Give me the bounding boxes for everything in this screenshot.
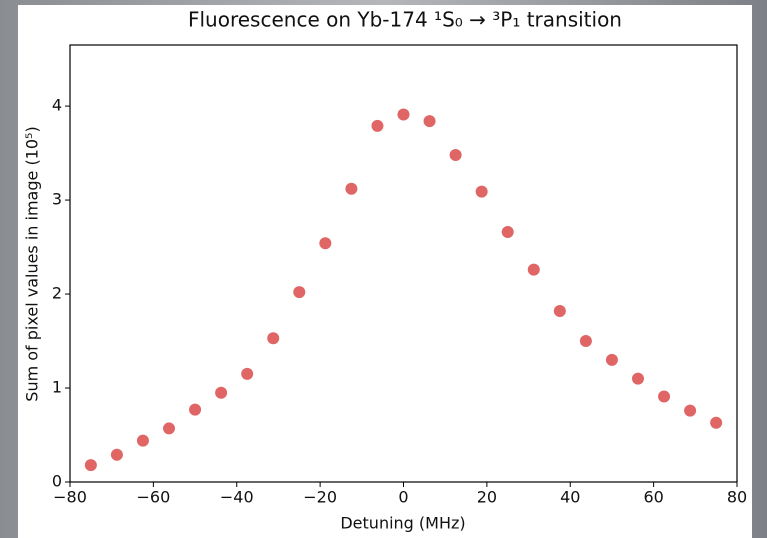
- data-point: [189, 403, 202, 416]
- data-point: [241, 367, 254, 380]
- data-point: [605, 353, 618, 366]
- y-tick-label: 1: [52, 378, 62, 397]
- data-point: [371, 119, 384, 132]
- data-point: [319, 237, 332, 250]
- y-tick-label: 4: [52, 96, 62, 115]
- data-point: [475, 185, 488, 198]
- x-tick-label: −80: [53, 488, 87, 507]
- data-point: [215, 386, 228, 399]
- chart-title: Fluorescence on Yb-174 ¹S₀ → ³P₁ transit…: [188, 8, 622, 32]
- y-tick-label: 0: [52, 472, 62, 491]
- data-point: [293, 286, 306, 299]
- data-point: [136, 434, 149, 447]
- data-point: [397, 108, 410, 121]
- y-tick-label: 3: [52, 190, 62, 209]
- data-point: [449, 148, 462, 161]
- x-axis-label: Detuning (MHz): [340, 514, 465, 533]
- data-point: [553, 304, 566, 317]
- data-point: [710, 416, 723, 429]
- data-point: [631, 372, 644, 385]
- data-point: [684, 404, 697, 417]
- data-point: [579, 335, 592, 348]
- data-point: [345, 182, 358, 195]
- data-point: [163, 422, 176, 435]
- data-point: [110, 448, 123, 461]
- data-point: [658, 390, 671, 403]
- y-tick-label: 2: [52, 284, 62, 303]
- data-point: [84, 459, 97, 472]
- x-tick-label: 40: [560, 488, 580, 507]
- data-point: [501, 226, 514, 239]
- y-axis-label: Sum of pixel values in image (10⁵): [23, 126, 42, 401]
- x-tick-label: 60: [643, 488, 663, 507]
- data-point: [527, 263, 540, 276]
- x-tick-label: −60: [136, 488, 170, 507]
- x-tick-label: 0: [398, 488, 408, 507]
- x-tick-label: −20: [303, 488, 337, 507]
- figure-panel: [18, 5, 752, 538]
- x-tick-label: 80: [727, 488, 747, 507]
- data-point: [423, 115, 436, 128]
- x-tick-label: 20: [477, 488, 497, 507]
- data-point: [267, 332, 280, 345]
- x-tick-label: −40: [220, 488, 254, 507]
